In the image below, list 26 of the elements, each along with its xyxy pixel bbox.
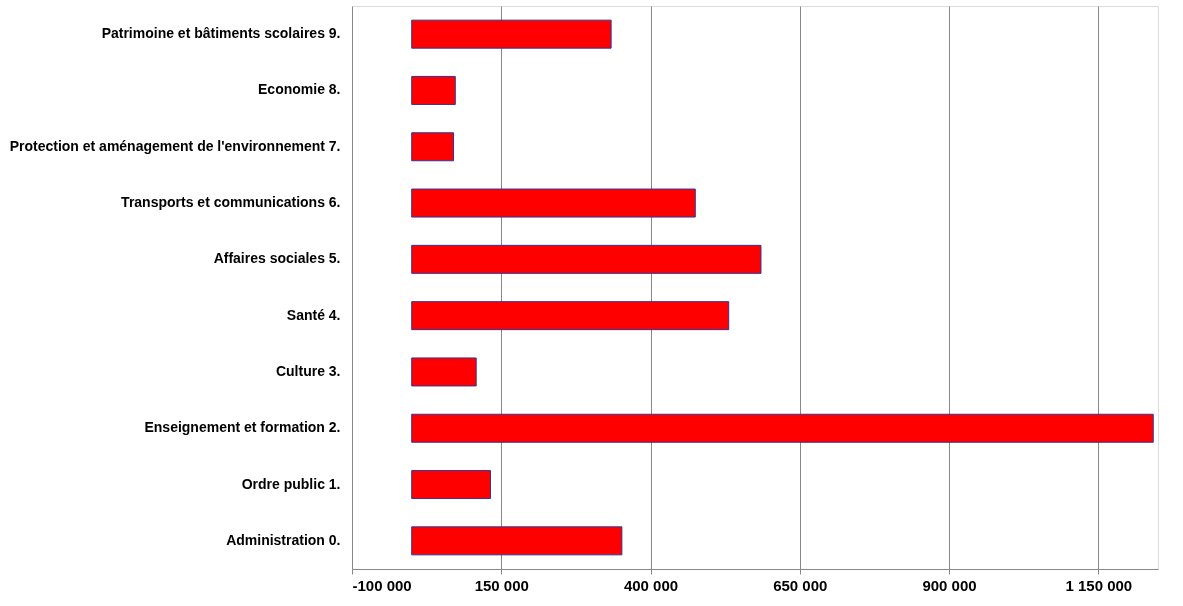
bar [411, 526, 623, 556]
x-tick-label: 900 000 [922, 576, 977, 594]
x-tick-label: 650 000 [773, 576, 828, 594]
y-tick-label: Ordre public 1. [241, 475, 341, 492]
bar [411, 244, 762, 274]
bar [411, 357, 477, 387]
bar [411, 19, 612, 49]
bar [411, 301, 730, 331]
bar [411, 132, 454, 162]
y-tick-label: Patrimoine et bâtiments scolaires 9. [101, 25, 341, 42]
y-tick-label: Economie 8. [258, 81, 341, 98]
y-tick-label: Protection et aménagement de l'environnement 7. [9, 137, 341, 154]
x-tick-label: -100 000 [352, 576, 412, 594]
x-tick-label: 1 150 000 [1065, 576, 1133, 594]
bar [411, 413, 1154, 443]
y-tick-label: Affaires sociales 5. [213, 250, 341, 267]
y-tick-label: Administration 0. [226, 531, 341, 548]
x-tick-label: 400 000 [623, 576, 679, 594]
y-tick-label: Santé 4. [286, 306, 341, 323]
y-tick-label: Culture 3. [275, 362, 341, 379]
x-tick-label: 150 000 [474, 576, 529, 594]
bar [411, 188, 696, 218]
y-tick-label: Enseignement et formation 2. [144, 419, 341, 436]
bar [411, 470, 492, 500]
bar [411, 75, 456, 105]
y-tick-label: Transports et communications 6. [121, 194, 341, 211]
